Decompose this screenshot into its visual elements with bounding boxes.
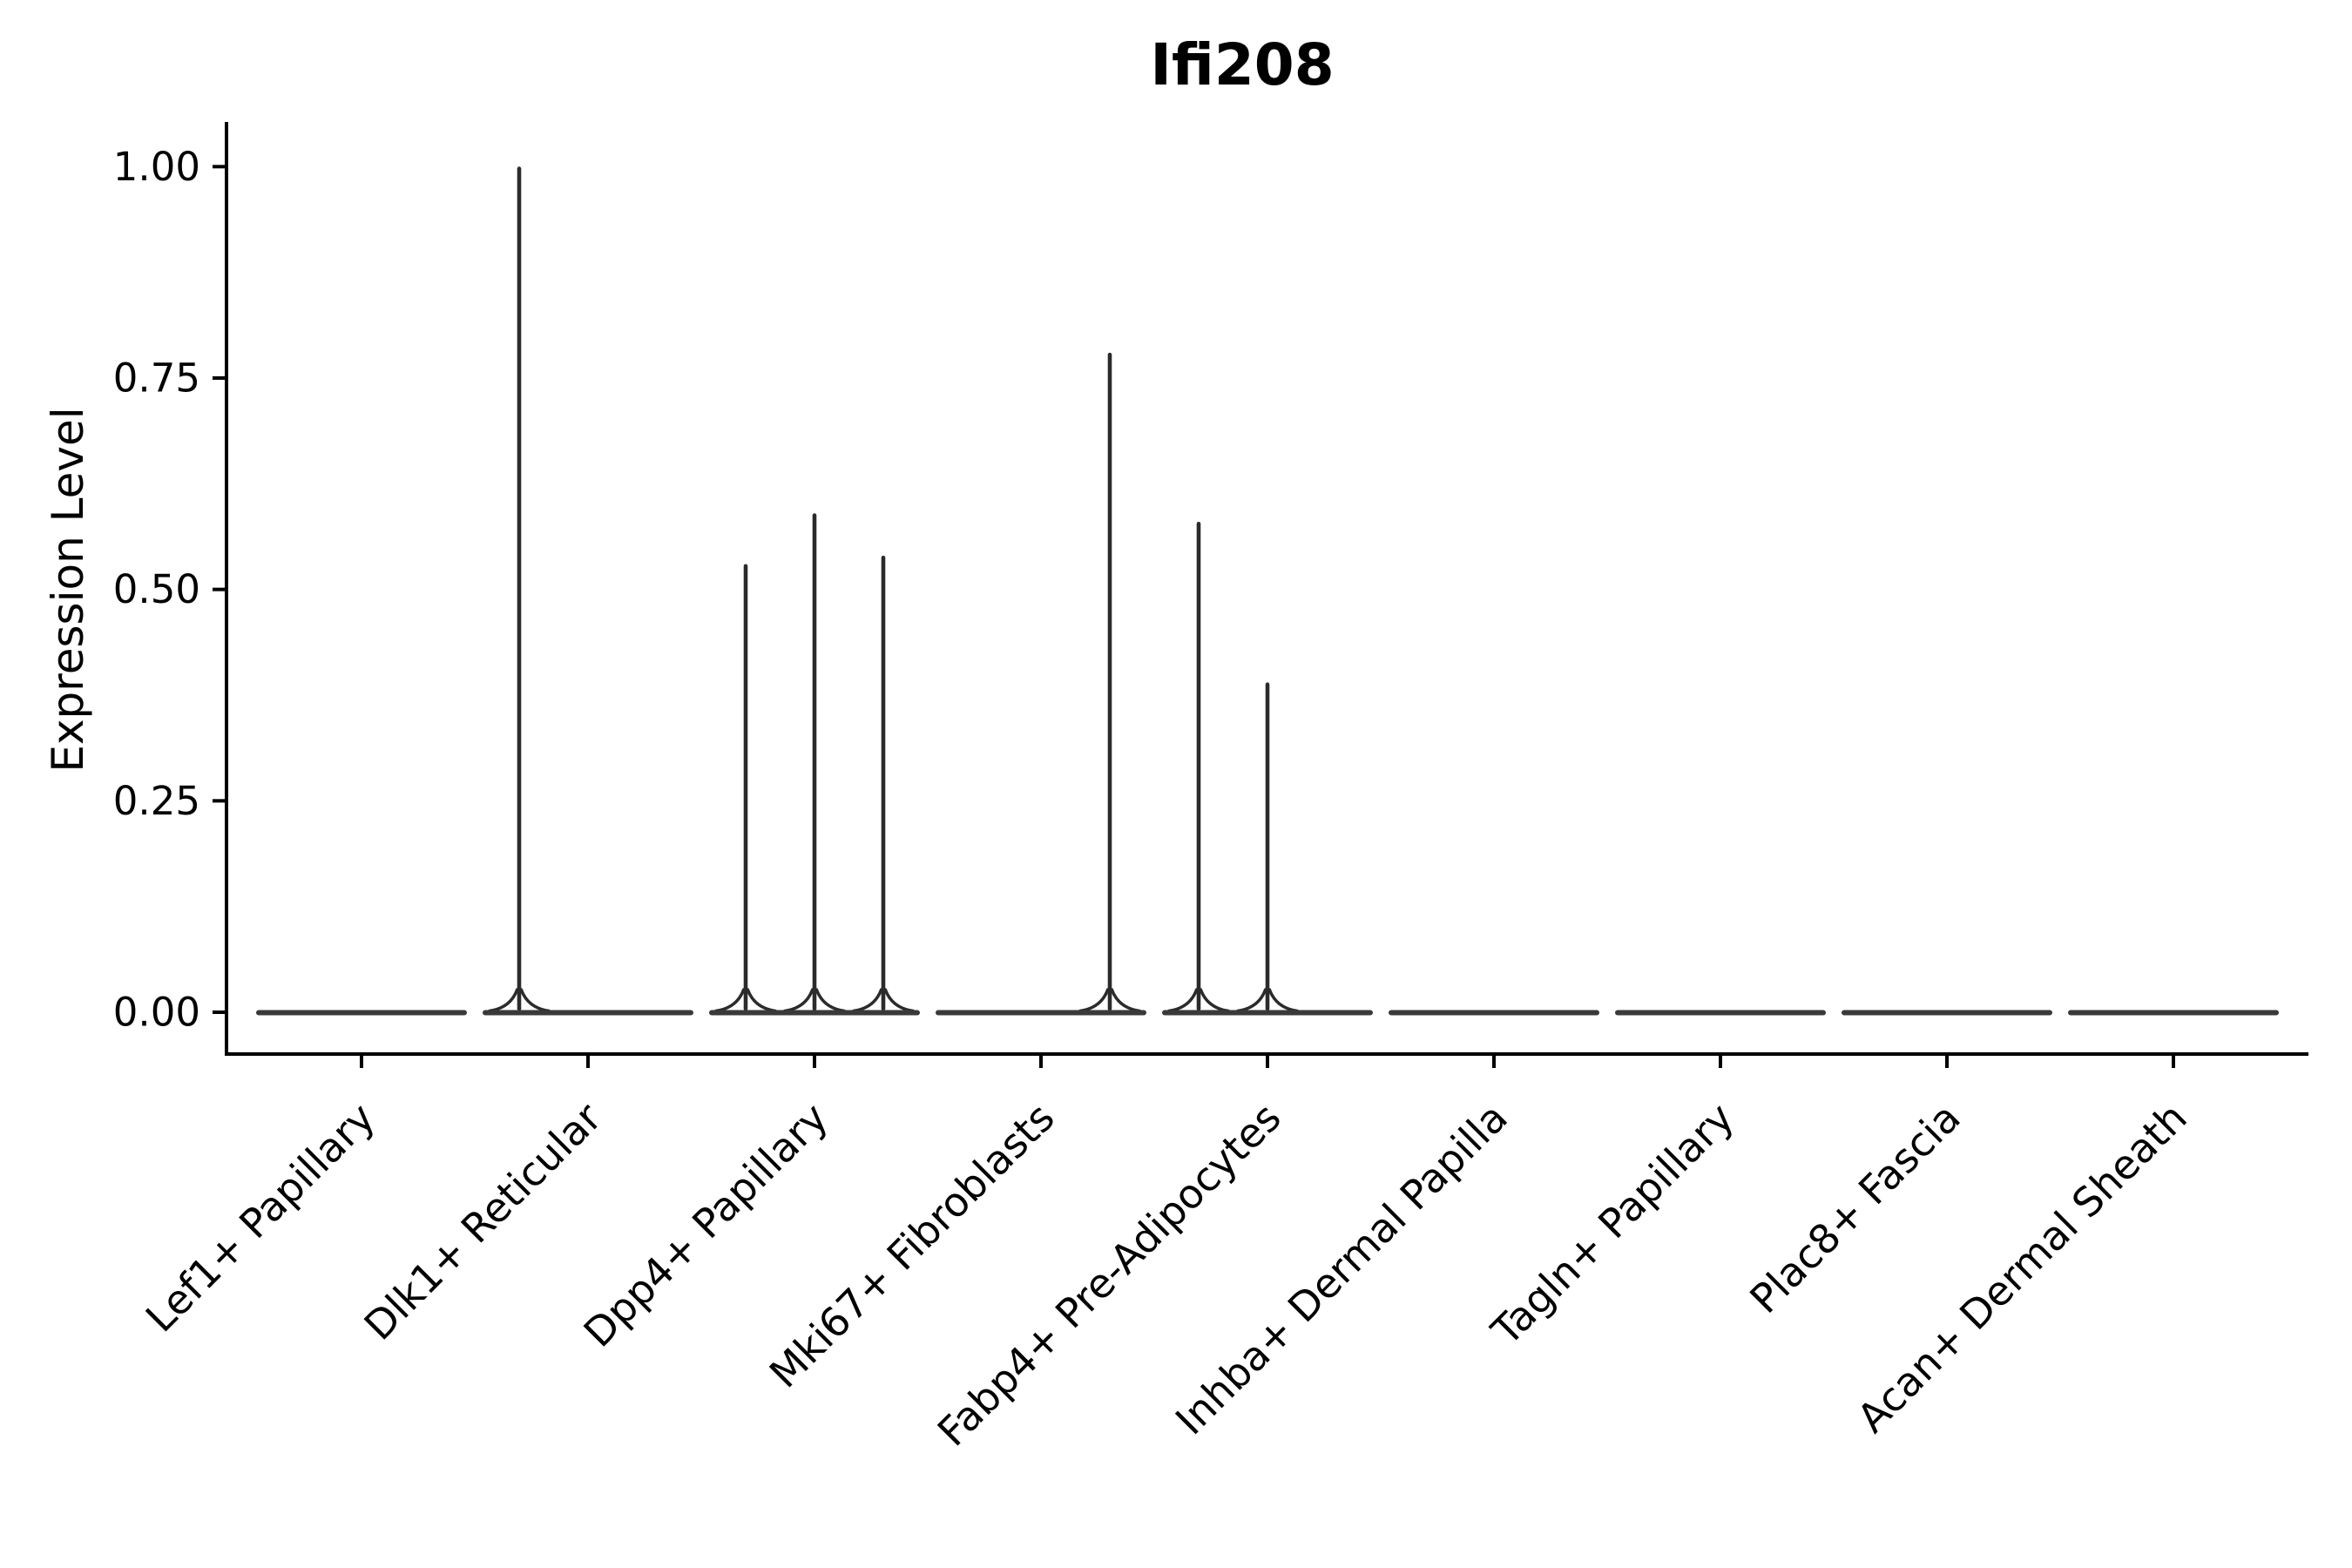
y-axis-label: Expression Level — [43, 407, 93, 772]
x-tick-label: Plac8+ Fascia — [1740, 1094, 1969, 1322]
y-axis-ticks: 0.00 0.25 0.50 0.75 1.00 — [113, 144, 225, 1036]
y-tick-label: 1.00 — [113, 144, 200, 190]
y-tick-label: 0.50 — [113, 566, 200, 612]
y-tick-label: 0.75 — [113, 355, 200, 401]
x-tick-label: Tagln+ Papillary — [1482, 1094, 1743, 1355]
x-tick-label: Dpp4+ Papillary — [575, 1094, 837, 1356]
x-tick-label: Dlk1+ Reticular — [355, 1094, 611, 1349]
violins-layer — [256, 166, 2279, 1016]
x-tick-label: Lef1+ Papillary — [137, 1094, 384, 1342]
axes-layer — [225, 122, 2308, 1056]
chart-title: Ifi208 — [1150, 31, 1334, 98]
y-tick-label: 0.00 — [113, 990, 200, 1036]
y-tick-label: 0.25 — [113, 778, 200, 824]
